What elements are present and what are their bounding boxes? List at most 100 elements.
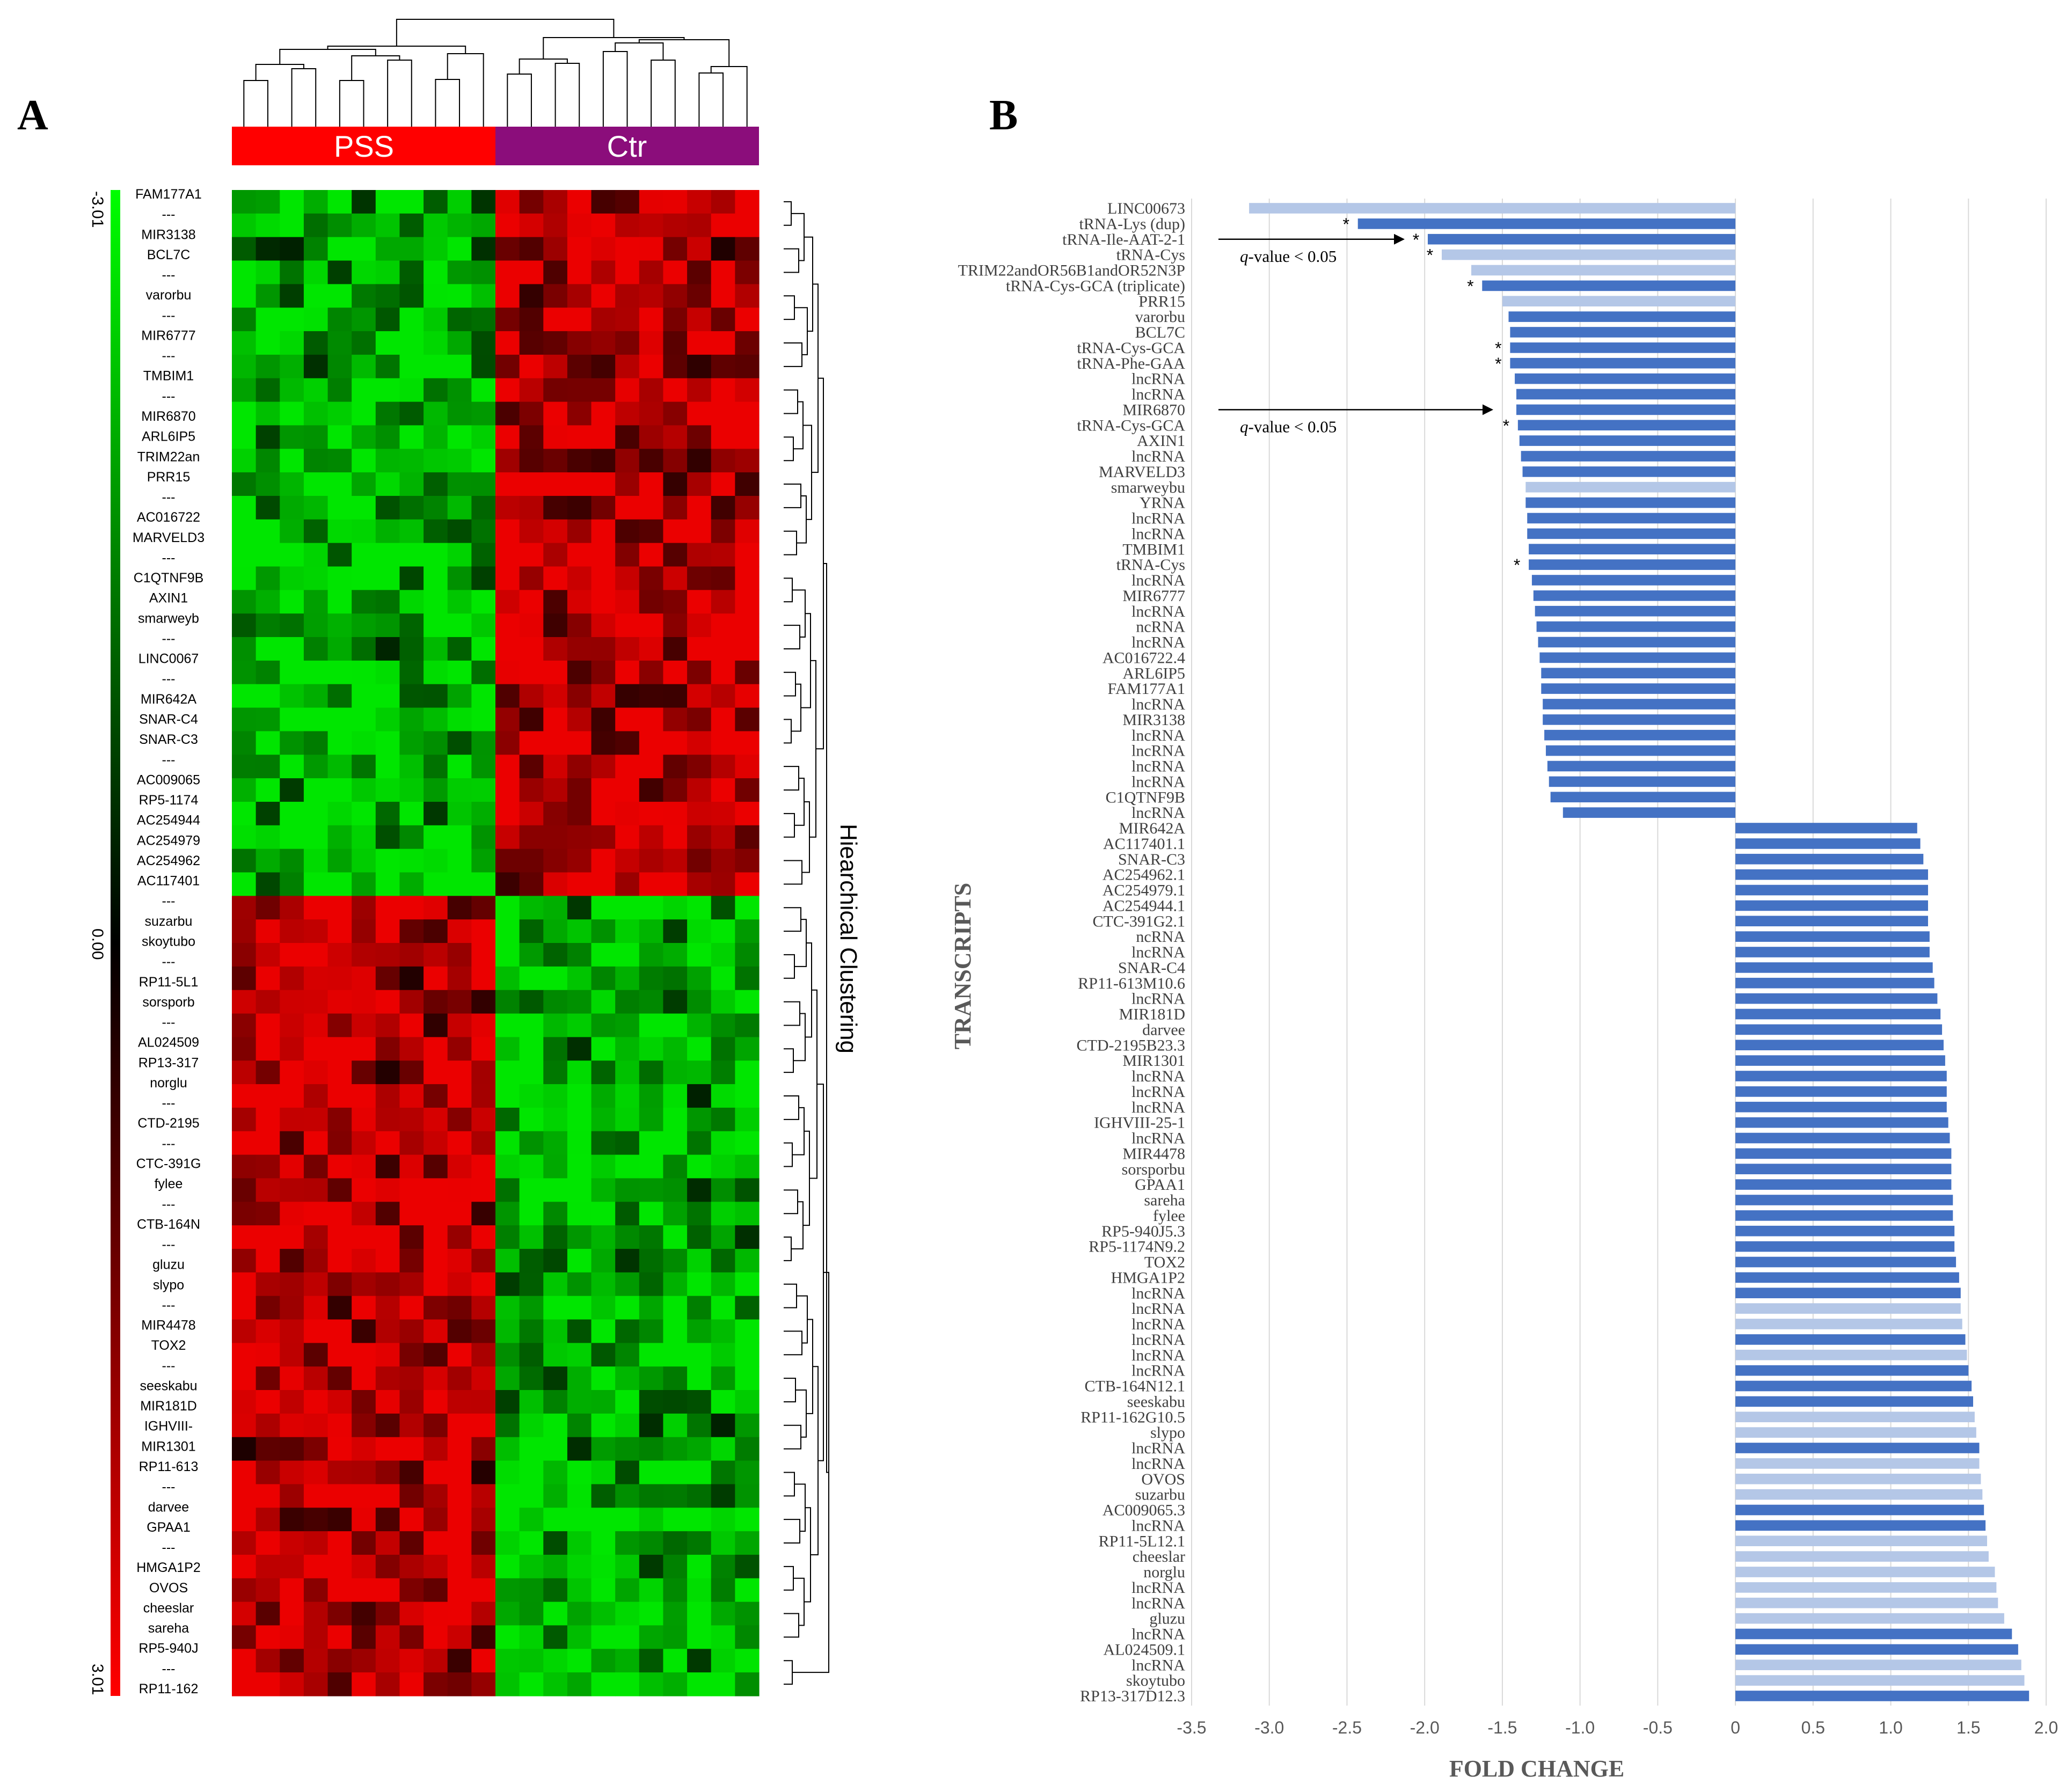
heatmap-cell xyxy=(352,1343,376,1367)
heatmap-cell xyxy=(255,425,280,449)
heatmap-cell xyxy=(687,1272,712,1297)
heatmap-cell xyxy=(519,1296,544,1320)
heatmap-cell xyxy=(567,331,592,355)
heatmap-cell xyxy=(232,1037,257,1061)
bar xyxy=(1547,760,1736,772)
dendrogram-link xyxy=(396,19,615,46)
heatmap-cell xyxy=(615,260,640,284)
heatmap-cell xyxy=(232,425,257,449)
x-tick-label: 0 xyxy=(1731,1718,1740,1737)
bar xyxy=(1735,1117,1948,1128)
heatmap-cell xyxy=(280,990,304,1014)
heatmap-cell xyxy=(352,1202,376,1226)
heatmap-cell xyxy=(280,707,304,732)
heatmap-cell xyxy=(663,1437,688,1461)
heatmap-cell xyxy=(255,1625,280,1649)
heatmap-cell xyxy=(543,566,568,590)
heatmap-cell xyxy=(232,237,257,261)
heatmap-cell xyxy=(280,284,304,308)
heatmap-cell xyxy=(615,1107,640,1132)
heatmap-cell xyxy=(375,495,400,520)
heatmap-cell xyxy=(327,966,352,991)
heatmap-cell xyxy=(591,896,616,920)
heatmap-cell xyxy=(424,613,448,638)
heatmap-cell xyxy=(352,637,376,661)
heatmap-cell xyxy=(567,284,592,308)
bar xyxy=(1517,420,1736,430)
heatmap-row-label: IGHVIII- xyxy=(144,1419,193,1434)
heatmap-cell xyxy=(495,966,520,991)
heatmap-cell xyxy=(255,590,280,614)
heatmap-cell xyxy=(639,1202,664,1226)
heatmap-cell xyxy=(255,731,280,755)
heatmap-cell xyxy=(327,731,352,755)
dendrogram-link xyxy=(507,74,532,127)
heatmap-cell xyxy=(375,1084,400,1108)
heatmap-cell xyxy=(711,1248,735,1273)
bar xyxy=(1519,435,1736,446)
heatmap-cell xyxy=(519,401,544,426)
heatmap-cell xyxy=(711,1601,735,1626)
bar-chart-annotations: q-value < 0.05q-value < 0.05 xyxy=(1218,233,1493,436)
heatmap-cell xyxy=(303,1084,328,1108)
heatmap-cell xyxy=(543,1554,568,1579)
heatmap-cell xyxy=(663,331,688,355)
heatmap-cell xyxy=(519,919,544,943)
heatmap-cell xyxy=(615,401,640,426)
heatmap-cell xyxy=(232,990,257,1014)
heatmap-cell xyxy=(280,190,304,214)
heatmap-cell xyxy=(327,1554,352,1579)
heatmap-cell xyxy=(687,919,712,943)
heatmap-cell xyxy=(280,1154,304,1179)
heatmap-cell xyxy=(663,1366,688,1391)
heatmap-cell xyxy=(711,1578,735,1603)
heatmap-cell xyxy=(232,472,257,496)
heatmap-cell xyxy=(327,849,352,873)
heatmap-cell xyxy=(639,1154,664,1179)
heatmap-cell xyxy=(639,378,664,403)
heatmap-cell xyxy=(447,637,472,661)
heatmap-cell xyxy=(447,1272,472,1297)
heatmap-cell xyxy=(663,1554,688,1579)
dendrogram-link xyxy=(784,1613,799,1638)
heatmap-cell xyxy=(399,613,424,638)
dendrogram-link xyxy=(791,213,805,261)
heatmap-cell xyxy=(303,660,328,685)
heatmap-cell xyxy=(352,1625,376,1649)
category-label: gluzu xyxy=(1149,1610,1185,1628)
heatmap-cell xyxy=(399,707,424,732)
bar xyxy=(1735,931,1930,942)
heatmap-cell xyxy=(255,472,280,496)
heatmap-cell xyxy=(375,1390,400,1414)
heatmap-cell xyxy=(327,425,352,449)
heatmap-grid xyxy=(232,190,760,1696)
heatmap-cell xyxy=(519,1037,544,1061)
dendrogram-link xyxy=(784,954,795,979)
heatmap-cell xyxy=(519,1531,544,1555)
annotation-rest: -value < 0.05 xyxy=(1249,247,1337,266)
heatmap-cell xyxy=(447,1366,472,1391)
heatmap-cell xyxy=(519,1013,544,1037)
bar xyxy=(1482,280,1736,291)
heatmap-cell xyxy=(495,919,520,943)
heatmap-cell xyxy=(663,237,688,261)
heatmap-cell xyxy=(615,1413,640,1438)
heatmap-cell xyxy=(735,331,760,355)
heatmap-cell xyxy=(543,495,568,520)
heatmap-cell xyxy=(543,825,568,850)
heatmap-cell xyxy=(543,1484,568,1508)
heatmap-cell xyxy=(303,919,328,943)
category-label: lncRNA xyxy=(1131,634,1185,652)
heatmap-cell xyxy=(375,943,400,967)
heatmap-cell xyxy=(687,495,712,520)
category-label: RP11-5L12.1 xyxy=(1099,1532,1185,1550)
heatmap-cell xyxy=(639,660,664,685)
heatmap-cell xyxy=(280,331,304,355)
heatmap-cell xyxy=(424,1013,448,1037)
heatmap-cell xyxy=(232,1296,257,1320)
heatmap-cell xyxy=(352,1248,376,1273)
heatmap-cell xyxy=(375,919,400,943)
heatmap-cell xyxy=(399,990,424,1014)
heatmap-cell xyxy=(639,919,664,943)
heatmap-cell xyxy=(232,1484,257,1508)
